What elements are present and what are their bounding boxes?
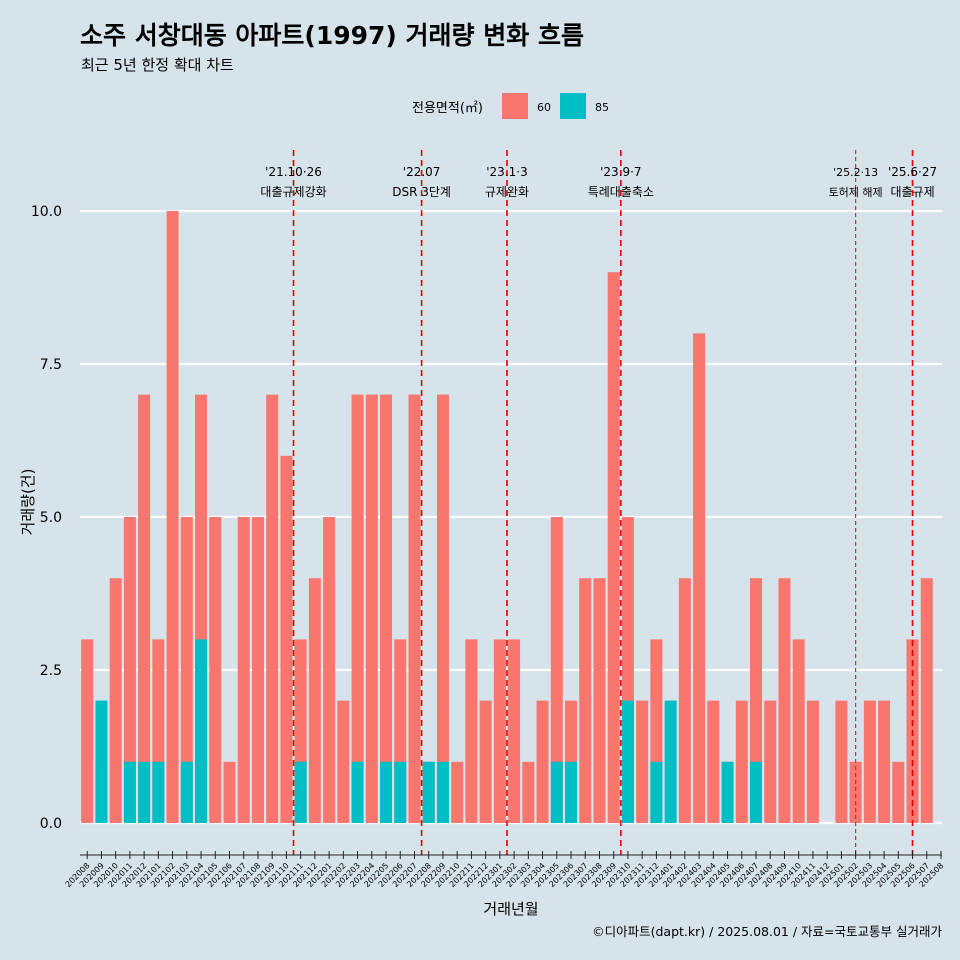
bar-202103-60 (180, 517, 193, 823)
bar-202112-60 (308, 578, 321, 823)
bar-202106-60 (223, 761, 236, 823)
bars (81, 211, 933, 823)
legend-label-85: 85 (595, 101, 609, 114)
bar-202507-60 (920, 578, 933, 823)
bar-202407-85 (750, 761, 763, 823)
bar-202409-60 (778, 578, 791, 823)
bar-202108-60 (251, 517, 264, 823)
x-axis: 2020082020092020102020112020122021012021… (64, 851, 945, 889)
bar-202202-60 (337, 700, 350, 823)
bar-202502-60 (849, 761, 862, 823)
bar-202304-60 (536, 700, 549, 823)
bar-202312-85 (650, 761, 663, 823)
bar-202109-60 (266, 394, 279, 823)
bar-202102-60 (166, 211, 179, 823)
legend-swatch-85 (560, 93, 586, 119)
legend-title: 전용면적(㎡) (412, 101, 483, 116)
bar-202503-60 (863, 700, 876, 823)
bar-202111-85 (294, 761, 307, 823)
legend-label-60: 60 (537, 101, 551, 114)
bar-202303-60 (522, 761, 535, 823)
y-axis-title: 거래량(건) (19, 469, 37, 536)
bar-202410-60 (792, 639, 805, 823)
bar-202209-60 (436, 394, 449, 823)
y-tick-label: 5.0 (40, 510, 62, 526)
bar-202011-60 (123, 517, 136, 823)
bar-202008-60 (81, 639, 94, 823)
event-label: 대출규제 (890, 185, 934, 199)
bar-202012-60 (138, 394, 151, 823)
bar-202405-85 (721, 761, 734, 823)
bar-202305-85 (550, 761, 563, 823)
chart-subtitle: 최근 5년 한정 확대 차트 (81, 56, 234, 74)
bar-202210-60 (451, 761, 464, 823)
legend-swatch-60 (502, 93, 528, 119)
bar-202104-85 (195, 639, 208, 823)
bar-202207-60 (408, 394, 421, 823)
chart-title: 소주 서창대동 아파트(1997) 거래량 변화 흐름 (80, 21, 584, 50)
bar-202110-60 (280, 455, 293, 823)
bar-202404-60 (707, 700, 720, 823)
bar-202402-60 (678, 578, 691, 823)
event-label: 대출규제강화 (260, 185, 326, 199)
bar-202208-85 (422, 761, 435, 823)
bar-202406-60 (735, 700, 748, 823)
bar-202011-85 (123, 761, 136, 823)
bar-202012-85 (138, 761, 151, 823)
event-label: DSR 3단계 (392, 185, 451, 199)
bar-202307-60 (579, 578, 592, 823)
bar-202211-60 (465, 639, 478, 823)
bar-202408-60 (764, 700, 777, 823)
bar-202411-60 (806, 700, 819, 823)
bar-202403-60 (693, 333, 706, 823)
bar-202501-60 (835, 700, 848, 823)
policy-event-markers: '21.10·26 대출규제강화 '22.07 DSR 3단계 '23.1·3 규제완화 '… (260, 150, 937, 855)
bar-202205-60 (380, 394, 393, 823)
y-tick-label: 2.5 (40, 663, 62, 679)
bar-202309-60 (607, 272, 620, 823)
event-date: '21.10·26 (265, 165, 322, 179)
x-axis-title: 거래년월 (483, 900, 538, 918)
bar-202206-85 (394, 761, 407, 823)
bar-202205-85 (380, 761, 393, 823)
event-label: 규제완화 (485, 185, 529, 199)
bar-202107-60 (237, 517, 250, 823)
event-date: '22.07 (403, 165, 441, 179)
bar-202105-60 (209, 517, 222, 823)
bar-202305-60 (550, 517, 563, 823)
bar-202504-60 (878, 700, 891, 823)
bar-202306-85 (565, 761, 578, 823)
event-date: '25.6·27 (888, 165, 937, 179)
y-tick-labels: 0.0 2.5 5.0 7.5 10.0 (31, 204, 62, 832)
event-label: 토허제 해제 (829, 185, 883, 199)
bar-202301-60 (493, 639, 506, 823)
y-tick-label: 10.0 (31, 204, 62, 220)
source-caption: ©디아파트(dapt.kr) / 2025.08.01 / 자료=국토교통부 실… (592, 924, 942, 939)
bar-202302-60 (508, 639, 521, 823)
bar-202311-60 (636, 700, 649, 823)
bar-202209-85 (436, 761, 449, 823)
bar-202401-85 (664, 700, 677, 823)
event-label: 특례대출축소 (588, 185, 654, 199)
bar-202310-85 (621, 700, 634, 823)
legend: 전용면적(㎡) 60 85 (412, 93, 609, 119)
bar-202203-60 (351, 394, 364, 823)
bar-202103-85 (180, 761, 193, 823)
event-date: '23.1·3 (486, 165, 527, 179)
bar-202212-60 (479, 700, 492, 823)
bar-202101-85 (152, 761, 165, 823)
y-tick-label: 0.0 (40, 816, 62, 832)
bar-202010-60 (109, 578, 122, 823)
y-tick-label: 7.5 (40, 357, 62, 373)
event-date: '25.2·13 (833, 166, 878, 179)
event-date: '23.9·7 (600, 165, 641, 179)
bar-202308-60 (593, 578, 606, 823)
bar-202009-85 (95, 700, 108, 823)
bar-202505-60 (892, 761, 905, 823)
bar-202204-60 (365, 394, 378, 823)
bar-202201-60 (323, 517, 336, 823)
bar-202203-85 (351, 761, 364, 823)
